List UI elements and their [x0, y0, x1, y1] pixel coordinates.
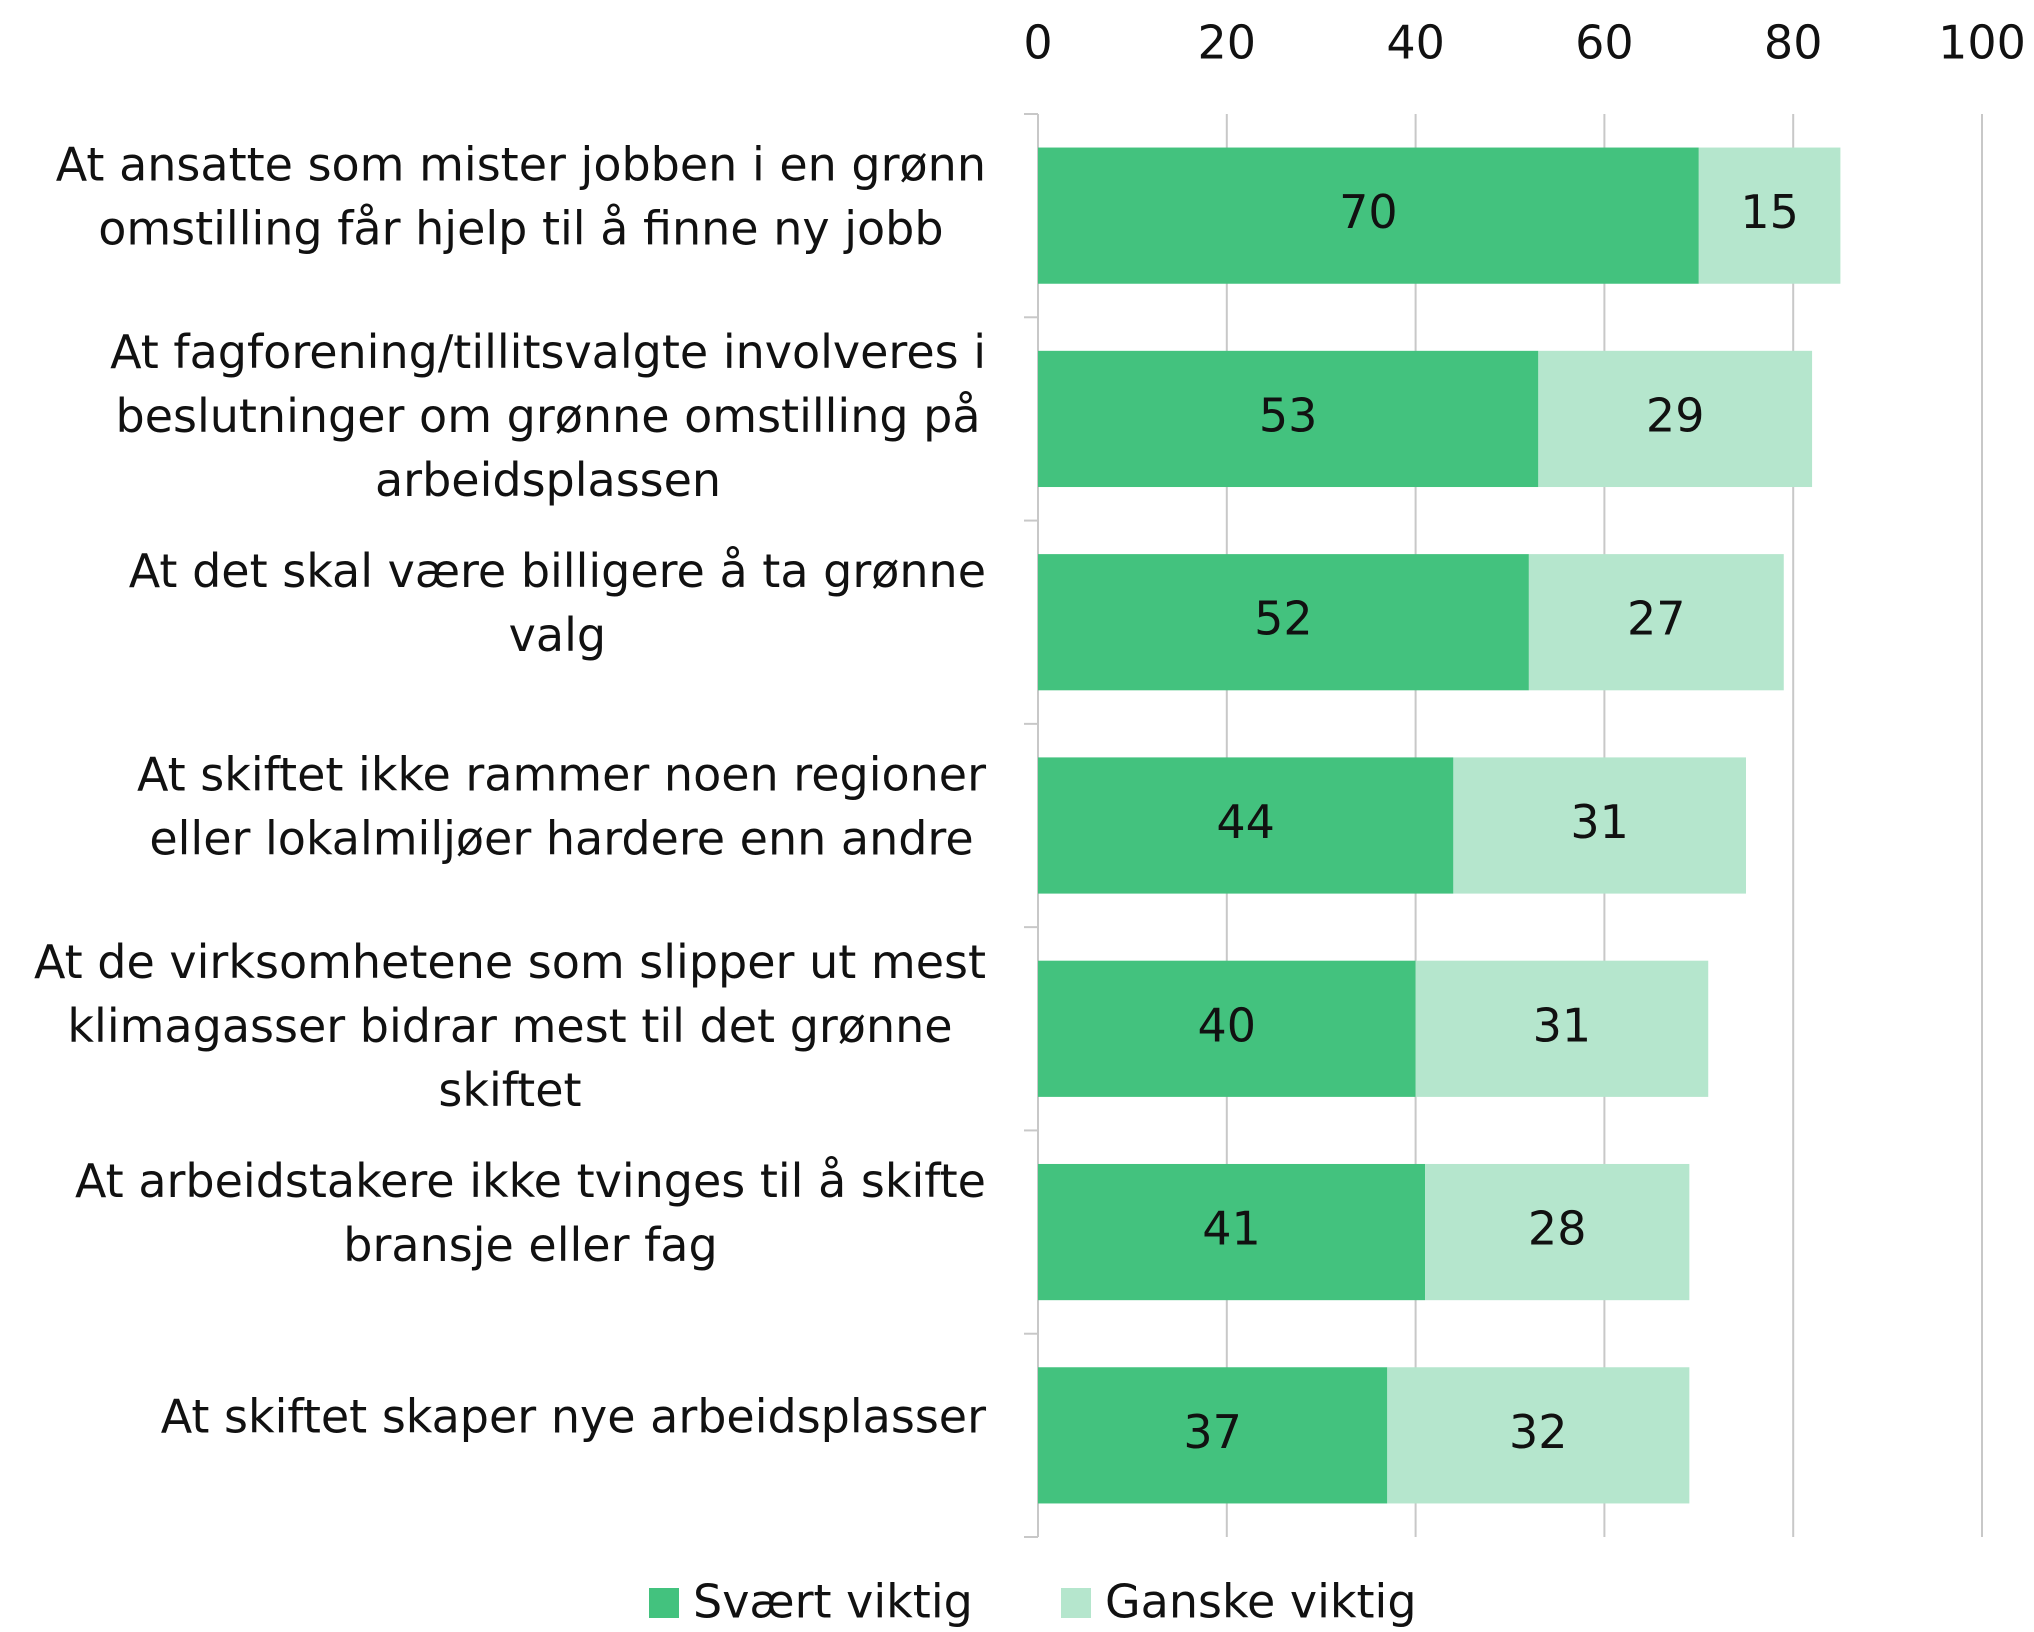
x-tick-label: 40	[1386, 16, 1445, 70]
bar-segment	[1538, 350, 1813, 488]
bar-segment	[1528, 554, 1784, 691]
category-label: At ansatte som mister jobben i en grønn o…	[56, 137, 986, 255]
bar-segment	[1038, 147, 1699, 284]
data-label: 40	[1198, 998, 1257, 1052]
category-label: At skiftet ikke rammer noen regioner elle…	[137, 747, 986, 865]
legend-label: Ganske viktig	[1105, 1575, 1417, 1629]
data-label: 53	[1259, 388, 1318, 442]
category-label: At det skal være billigere å ta grønne va…	[129, 544, 986, 662]
data-label: 37	[1183, 1405, 1242, 1459]
x-tick-label: 100	[1938, 16, 2026, 70]
bar-segment	[1038, 554, 1529, 691]
data-label: 29	[1646, 388, 1705, 442]
bar-segment	[1038, 1367, 1388, 1504]
data-label: 32	[1509, 1405, 1568, 1459]
data-label: 41	[1202, 1202, 1261, 1256]
category-label: At arbeidstakere ikke tvinges til å skif…	[75, 1154, 986, 1272]
bar-segment	[1387, 1367, 1690, 1504]
data-label: 52	[1254, 592, 1313, 646]
bar-segment	[1453, 757, 1746, 894]
data-label: 27	[1627, 592, 1686, 646]
x-tick-label: 20	[1198, 16, 1257, 70]
data-label: 28	[1528, 1202, 1587, 1256]
bar-segment	[1038, 960, 1416, 1097]
bar-segment	[1038, 1163, 1426, 1301]
data-label: 15	[1740, 185, 1799, 239]
data-label: 70	[1339, 185, 1398, 239]
legend-swatch	[1061, 1588, 1091, 1618]
x-tick-label: 0	[1023, 16, 1052, 70]
legend-label: Svært viktig	[693, 1575, 973, 1629]
bar-segment	[1038, 757, 1454, 894]
bar-segment	[1415, 960, 1709, 1097]
bar-segment	[1425, 1163, 1690, 1301]
category-label: At fagforening/tillitsvalgte involveres …	[110, 324, 986, 506]
legend-swatch	[649, 1588, 679, 1618]
data-label: 31	[1570, 795, 1629, 849]
data-label: 31	[1533, 998, 1592, 1052]
x-tick-label: 80	[1764, 16, 1823, 70]
bar-segment	[1698, 147, 1841, 284]
x-tick-label: 60	[1575, 16, 1634, 70]
category-label: At skiftet skaper nye arbeidsplasser	[161, 1389, 986, 1443]
category-label: At de virksomhetene som slipper ut mest k…	[34, 934, 986, 1116]
bar-segment	[1038, 350, 1539, 488]
data-label: 44	[1216, 795, 1275, 849]
